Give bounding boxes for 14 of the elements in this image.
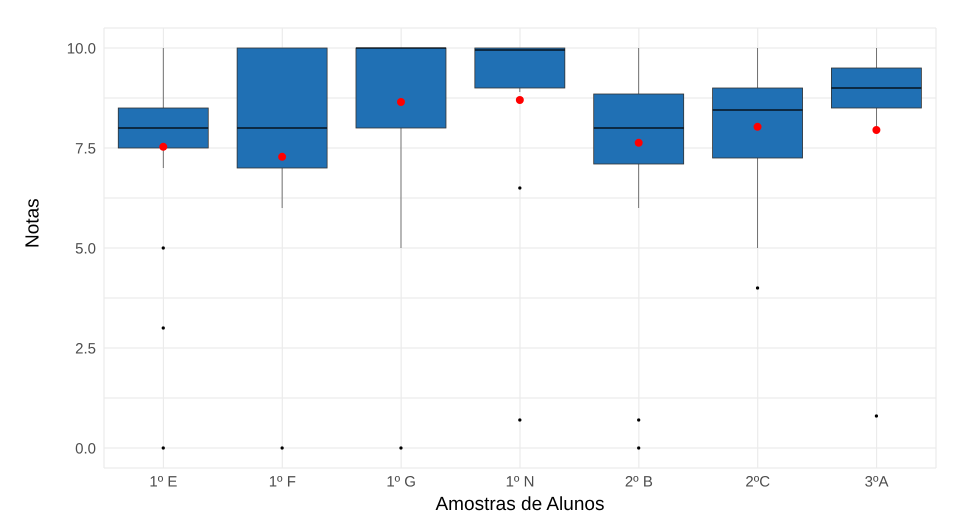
y-tick-label: 10.0 xyxy=(66,40,96,58)
x-tick-label: 3ºA xyxy=(864,474,888,491)
x-tick-label: 1º F xyxy=(268,474,296,491)
x-tick-label: 1º E xyxy=(149,474,178,491)
y-axis-title: Notas xyxy=(22,198,44,248)
x-tick-label: 2ºC xyxy=(745,474,770,491)
x-tick-label: 2º B xyxy=(624,474,653,491)
y-tick-label: 5.0 xyxy=(75,240,96,258)
y-tick-label: 0.0 xyxy=(75,440,96,458)
x-axis-title: Amostras de Alunos xyxy=(436,494,604,515)
x-tick-label: 1º G xyxy=(386,474,416,491)
y-tick-label: 2.5 xyxy=(75,340,96,358)
y-tick-label: 7.5 xyxy=(75,140,96,158)
x-tick-label: 1º N xyxy=(506,474,534,491)
